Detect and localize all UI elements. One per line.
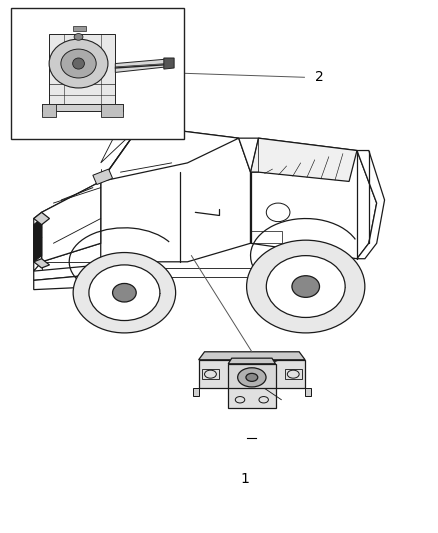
Polygon shape — [164, 58, 174, 69]
Polygon shape — [239, 138, 377, 259]
Polygon shape — [34, 237, 42, 262]
Polygon shape — [101, 103, 123, 117]
Polygon shape — [251, 138, 357, 181]
Ellipse shape — [73, 253, 176, 333]
Ellipse shape — [266, 256, 345, 318]
Polygon shape — [115, 59, 167, 72]
Polygon shape — [305, 388, 311, 395]
Polygon shape — [34, 212, 42, 271]
Polygon shape — [193, 388, 199, 395]
Ellipse shape — [292, 276, 320, 297]
Bar — [11, 8, 184, 139]
Polygon shape — [49, 34, 115, 106]
Polygon shape — [34, 219, 42, 243]
Ellipse shape — [73, 58, 85, 69]
Polygon shape — [34, 274, 101, 289]
Polygon shape — [199, 352, 305, 360]
Polygon shape — [199, 360, 305, 408]
Polygon shape — [228, 358, 276, 364]
Polygon shape — [73, 26, 86, 31]
Polygon shape — [42, 262, 101, 271]
Ellipse shape — [74, 34, 83, 40]
Text: 1: 1 — [241, 472, 250, 486]
Polygon shape — [101, 126, 239, 181]
Ellipse shape — [61, 49, 96, 78]
Polygon shape — [34, 265, 101, 280]
Polygon shape — [357, 150, 385, 259]
Polygon shape — [34, 259, 49, 268]
Polygon shape — [42, 181, 101, 262]
Ellipse shape — [246, 373, 258, 382]
Polygon shape — [93, 169, 113, 184]
Ellipse shape — [247, 240, 365, 333]
Polygon shape — [42, 103, 123, 111]
Ellipse shape — [49, 39, 108, 88]
Polygon shape — [42, 163, 187, 262]
Ellipse shape — [89, 265, 160, 320]
Ellipse shape — [238, 368, 266, 387]
Polygon shape — [101, 268, 251, 277]
Ellipse shape — [113, 284, 136, 302]
Polygon shape — [34, 212, 49, 225]
Text: 2: 2 — [315, 70, 324, 84]
Polygon shape — [42, 103, 57, 117]
Polygon shape — [101, 126, 251, 262]
Bar — [11, 8, 184, 139]
Polygon shape — [228, 364, 276, 388]
